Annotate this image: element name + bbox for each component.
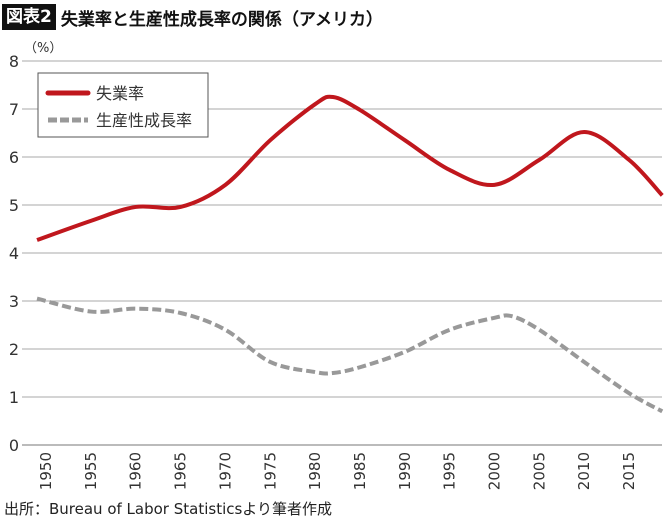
x-tick-label: 1950 xyxy=(37,452,55,490)
x-tick-label: 1990 xyxy=(396,452,414,490)
x-tick-label: 1965 xyxy=(172,452,190,490)
y-tick-label: 6 xyxy=(9,148,19,167)
y-tick-label: 1 xyxy=(9,388,19,407)
x-tick-label: 1970 xyxy=(216,452,234,490)
title-text: 失業率と生産性成長率の関係（アメリカ） xyxy=(60,9,383,30)
x-tick-label: 1985 xyxy=(351,452,369,490)
source-note: 出所：Bureau of Labor Statisticsより筆者作成 xyxy=(4,500,333,518)
chart-title: 図表2 失業率と生産性成長率の関係（アメリカ） xyxy=(2,2,383,32)
series-line-0 xyxy=(36,94,664,242)
x-tick-label: 1960 xyxy=(127,452,145,490)
y-tick-label: 2 xyxy=(9,340,19,359)
x-tick-label: 2005 xyxy=(530,452,548,490)
x-tick-label: 2010 xyxy=(575,452,593,490)
x-tick-label: 2015 xyxy=(620,452,638,490)
x-tick-label: 1955 xyxy=(82,452,100,490)
y-tick-label: 7 xyxy=(9,100,19,119)
y-tick-label: 8 xyxy=(9,52,19,71)
x-tick-label: 1995 xyxy=(441,452,459,490)
y-tick-label: 0 xyxy=(9,436,19,455)
series-line-1 xyxy=(36,296,664,414)
legend-label-1: 生産性成長率 xyxy=(96,111,192,130)
legend-label-0: 失業率 xyxy=(96,84,144,103)
x-tick-label: 1975 xyxy=(261,452,279,490)
x-tick-label: 1980 xyxy=(306,452,324,490)
y-tick-label: 3 xyxy=(9,292,19,311)
figure-badge: 図表2 xyxy=(2,4,56,30)
y-tick-label: 4 xyxy=(9,244,19,263)
x-tick-label: 2000 xyxy=(486,452,504,490)
y-tick-label: 5 xyxy=(9,196,19,215)
y-axis-unit: （%） xyxy=(24,41,62,56)
